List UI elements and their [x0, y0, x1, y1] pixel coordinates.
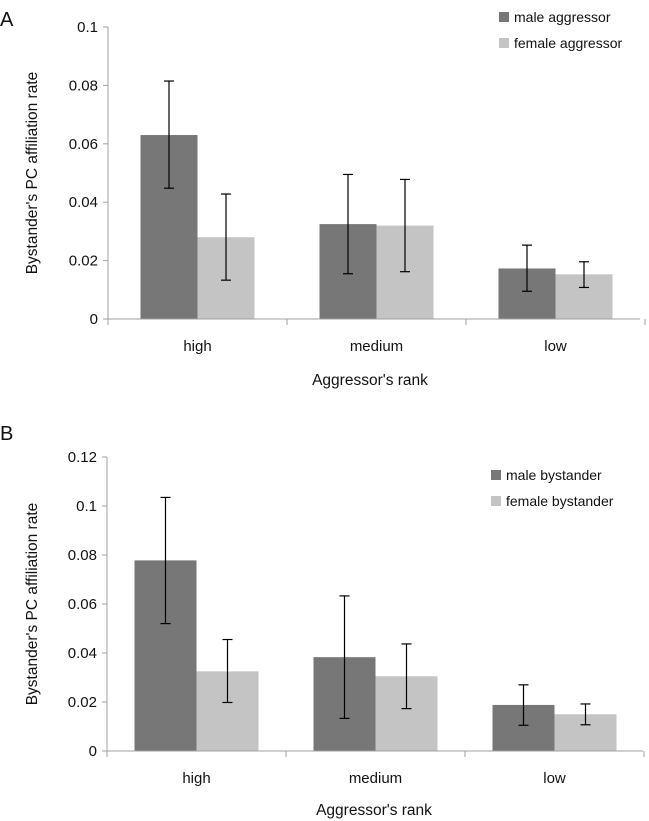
x-ticks-b: high medium low: [106, 751, 645, 787]
y-tick-label-b: 0.1: [76, 498, 97, 515]
bars-a: [140, 135, 613, 319]
chart-panel-a: A Bystander's PC affiliation rate Aggres…: [0, 9, 646, 389]
x-tick-label-low-a: low: [544, 338, 567, 355]
legend-swatch-female-bystander: [491, 496, 501, 506]
x-tick-label-high-a: high: [183, 338, 211, 355]
y-tick-label-b: 0.08: [68, 547, 97, 564]
y-ticks-a: 0 0.02 0.04 0.06 0.08 0.1: [69, 19, 108, 328]
x-ticks-a: high medium low: [107, 319, 646, 355]
panel-label-b: B: [0, 423, 13, 445]
x-tick-label-low-b: low: [543, 770, 566, 787]
legend-b: male bystander female bystander: [491, 467, 614, 509]
y-tick-label-a: 0.04: [69, 194, 98, 211]
error-bars-a: [164, 80, 589, 292]
y-tick-label-b: 0.04: [68, 645, 97, 662]
axes-b: [106, 457, 643, 752]
y-tick-label-a: 0.06: [69, 136, 98, 153]
legend-swatch-male-bystander: [491, 470, 501, 480]
y-axis-label-b: Bystander's PC affiliation rate: [24, 503, 41, 706]
x-tick-label-medium-b: medium: [349, 770, 402, 787]
panel-label-a: A: [0, 9, 14, 31]
legend-label-female-aggressor: female aggressor: [514, 35, 623, 51]
x-axis-label-b: Aggressor's rank: [316, 802, 432, 819]
y-tick-label-a: 0.08: [69, 77, 98, 94]
axes-a: [107, 27, 640, 320]
y-tick-label-b: 0: [89, 743, 97, 760]
legend-swatch-male-aggressor: [499, 12, 509, 22]
y-tick-label-a: 0.1: [77, 19, 98, 36]
x-axis-label-a: Aggressor's rank: [312, 372, 428, 389]
y-tick-label-b: 0.06: [68, 596, 97, 613]
y-tick-label-b: 0.12: [68, 449, 97, 466]
bars-b: [134, 560, 617, 751]
y-tick-label-b: 0.02: [68, 694, 97, 711]
y-tick-label-a: 0.02: [69, 253, 98, 270]
y-axis-label-a: Bystander's PC affiliation rate: [24, 72, 41, 275]
legend-a: male aggressor female aggressor: [499, 9, 623, 51]
legend-label-male-bystander: male bystander: [506, 467, 602, 483]
chart-panel-b: B Bystander's PC affiliation rate Aggres…: [0, 423, 645, 819]
y-ticks-b: 0 0.02 0.04 0.06 0.08 0.1 0.12: [68, 449, 107, 760]
legend-label-female-bystander: female bystander: [506, 493, 614, 509]
x-tick-label-high-b: high: [182, 770, 210, 787]
legend-swatch-female-aggressor: [499, 38, 509, 48]
legend-label-male-aggressor: male aggressor: [514, 9, 611, 25]
error-bars-b: [160, 496, 591, 726]
y-tick-label-a: 0: [90, 311, 98, 328]
x-tick-label-medium-a: medium: [350, 338, 403, 355]
